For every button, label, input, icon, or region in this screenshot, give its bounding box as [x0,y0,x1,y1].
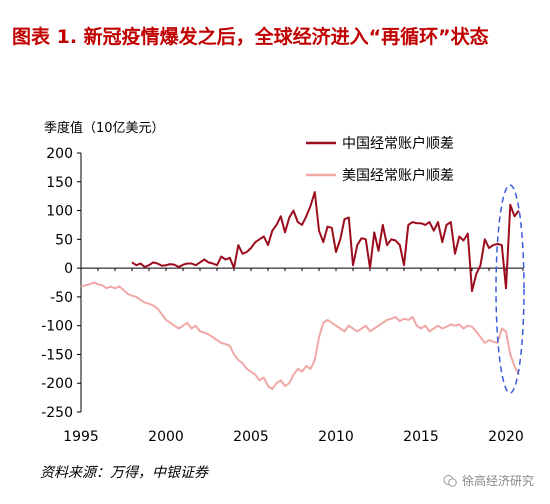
y-tick-label: 100 [46,204,73,220]
chart-title: 图表 1. 新冠疫情爆发之后，全球经济进入“再循环”状态 [12,26,489,48]
watermark: 徐高经济研究 [443,472,534,489]
y-tick-label: 50 [55,232,73,248]
x-tick-label: 2005 [233,429,269,445]
source-note: 资料来源：万得，中银证券 [40,465,208,481]
legend-label: 中国经常账户顺差 [342,135,454,152]
chart-svg: 季度值（10亿美元） 200 150 100 50 0 -50 -100 -150 -200 -2… [41,120,525,445]
watermark-text: 徐高经济研究 [461,474,534,488]
series-line-us [80,281,520,390]
x-tick-label: 2020 [488,429,524,445]
y-tick-label: 0 [64,261,73,277]
y-tick-label: -50 [50,290,73,306]
y-tick-label: -100 [41,319,73,335]
y-tick-label: 150 [46,175,73,191]
series-line-china [131,191,520,293]
y-tick-label: -200 [41,376,73,392]
highlight-ellipse [495,184,525,394]
x-tick-label: 2000 [148,429,184,445]
x-tick-label: 2010 [318,429,354,445]
legend-label: 美国经常账户顺差 [342,167,454,184]
y-tick-label: 200 [46,146,73,162]
y-axis-label: 季度值（10亿美元） [44,120,165,136]
x-tick-label: 2015 [403,429,439,445]
wechat-icon [443,474,457,487]
plot-area [80,191,520,390]
x-tick-label: 1995 [63,429,99,445]
axes: 200 150 100 50 0 -50 -100 -150 -200 -250 1995 2000 2… [41,146,524,445]
y-tick-label: -150 [41,347,73,363]
y-tick-label: -250 [41,405,73,421]
